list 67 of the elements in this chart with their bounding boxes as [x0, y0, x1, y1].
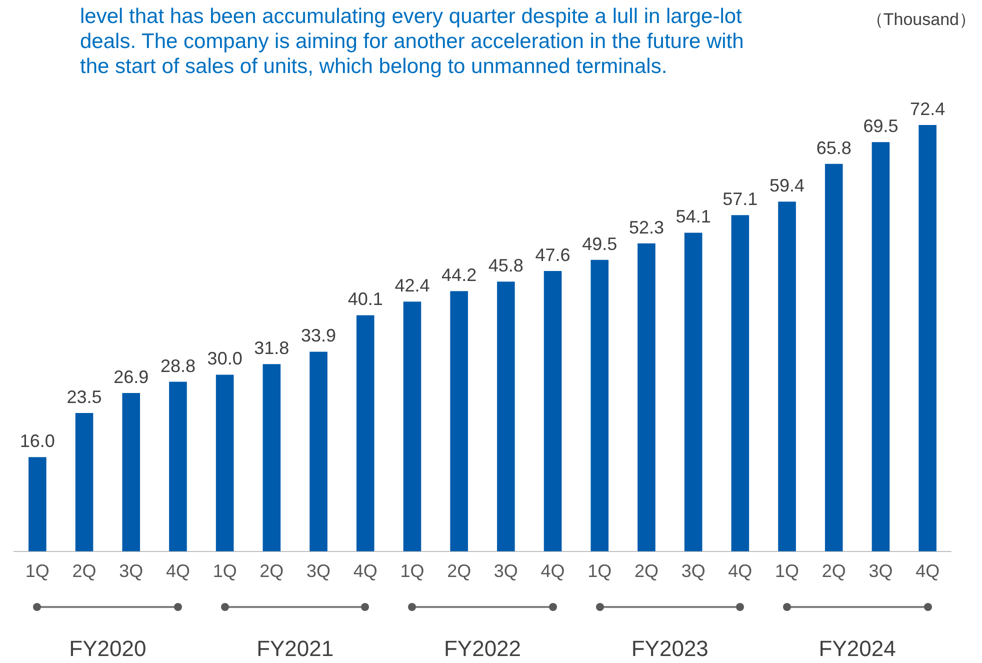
bar [824, 164, 843, 552]
x-tick-label: 4Q [540, 561, 565, 582]
x-tick-label: 2Q [72, 561, 96, 582]
bar [684, 232, 702, 552]
bar [872, 142, 890, 552]
data-label: 28.8 [160, 356, 196, 376]
bar [731, 215, 750, 552]
x-tick-label: 3Q [681, 561, 706, 582]
data-label: 33.9 [301, 326, 336, 346]
x-tick-label: 4Q [728, 561, 752, 582]
text: FY2021 [256, 636, 335, 662]
data-label: 65.8 [816, 138, 852, 158]
data-label: 49.5 [582, 234, 618, 254]
bar [169, 382, 187, 552]
x-tick-label: 3Q [306, 561, 331, 582]
chart-title: level that has been accumulating every quarter despite a lull in large-lot deals. The company is aiming for another acceleration in the future with the start of sales of units, which belong to unmanned terminals. [80, 4, 745, 79]
data-label: 59.4 [770, 176, 805, 196]
x-tick-label: 2Q [447, 561, 472, 582]
data-label: 52.3 [628, 217, 664, 238]
x-tick-label: 1Q [775, 561, 800, 582]
x-tick-label: 2Q [260, 561, 284, 582]
text: （Thousand） [866, 9, 976, 31]
x-tick-label: 3Q [119, 561, 144, 582]
bar [450, 291, 468, 552]
x-tick-label: 1Q [588, 561, 612, 582]
data-label: 30.0 [207, 348, 242, 369]
x-tick-label: 1Q [25, 561, 50, 582]
x-tick-label: 4Q [916, 561, 940, 582]
data-label: 54.1 [676, 206, 711, 227]
data-label: 40.1 [348, 289, 383, 310]
text: FY2023 [630, 636, 710, 662]
text: FY2022 [442, 636, 522, 662]
data-label: 45.8 [488, 256, 524, 276]
data-label: 72.4 [910, 98, 946, 119]
data-label: 31.8 [254, 338, 290, 358]
x-tick-label: 2Q [822, 561, 846, 582]
data-label: 57.1 [722, 189, 758, 210]
x-tick-label: 4Q [166, 561, 190, 582]
bar [262, 364, 281, 552]
x-tick-label: 1Q [212, 561, 237, 582]
bar [403, 302, 422, 552]
bar [778, 202, 796, 552]
text: FY2020 [68, 636, 148, 662]
bar [590, 260, 609, 552]
text: FY2024 [818, 636, 897, 662]
bar [918, 125, 936, 552]
data-label: 26.9 [114, 366, 149, 387]
x-tick-label: 1Q [400, 561, 424, 582]
x-tick-label: 4Q [353, 561, 378, 582]
bar [216, 374, 234, 552]
x-tick-label: 3Q [868, 561, 893, 582]
bar [310, 352, 328, 552]
data-label: 23.5 [66, 386, 102, 407]
bar [356, 315, 374, 552]
bar [638, 243, 656, 552]
bar [497, 282, 515, 552]
data-label: 42.4 [394, 276, 430, 296]
data-label: 47.6 [535, 245, 570, 266]
data-label: 16.0 [20, 431, 55, 452]
bar [122, 392, 140, 552]
bar [75, 412, 94, 552]
data-label: 69.5 [863, 116, 898, 136]
x-tick-label: 3Q [494, 561, 518, 582]
bar [28, 457, 46, 552]
x-tick-label: 2Q [634, 561, 658, 582]
bar [544, 271, 562, 552]
data-label: 44.2 [442, 265, 477, 286]
